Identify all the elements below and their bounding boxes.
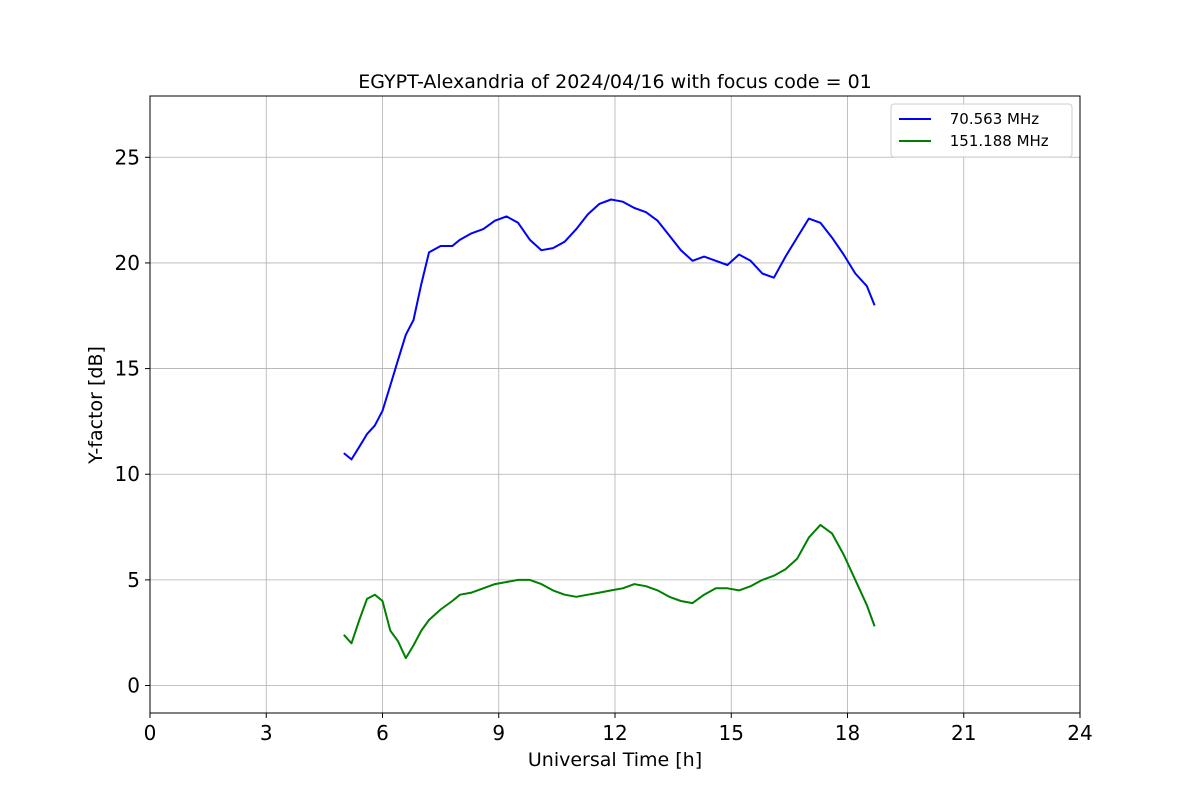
x-tick-label: 24 [1067,721,1092,745]
y-tick-label: 15 [115,357,140,381]
x-tick-label: 15 [719,721,744,745]
series-line-70mhz [343,198,876,461]
series-line-151mhz [343,523,876,660]
legend-label-70mhz: 70.563 MHz [945,110,1039,128]
x-tick-label: 6 [376,721,389,745]
y-axis: 0 5 10 15 20 25 [115,145,150,698]
y-tick-label: 25 [115,145,140,169]
x-axis: 0 3 6 9 12 15 18 21 24 [144,713,1093,745]
y-tick-label: 20 [115,251,140,275]
x-tick-label: 9 [492,721,505,745]
legend-label-151mhz: 151.188 MHz [945,132,1049,150]
legend: 70.563 MHz 151.188 MHz [890,103,1073,158]
x-tick-label: 18 [835,721,860,745]
y-tick-label: 10 [115,462,140,486]
y-tick-label: 5 [127,568,140,592]
x-tick-label: 0 [144,721,157,745]
chart-title: EGYPT-Alexandria of 2024/04/16 with focu… [358,71,872,93]
x-tick-label: 21 [951,721,976,745]
y-axis-label: Y-factor [dB] [85,346,107,465]
x-tick-label: 12 [602,721,627,745]
y-tick-label: 0 [127,674,140,698]
x-tick-label: 3 [260,721,273,745]
x-axis-label: Universal Time [h] [528,749,702,771]
legend-box [890,103,1073,158]
series-layer [343,198,876,660]
